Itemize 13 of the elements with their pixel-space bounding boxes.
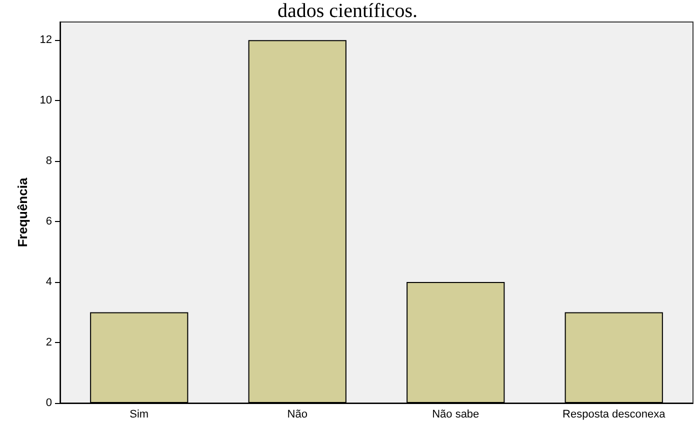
x-tick-label: Sim <box>130 408 149 420</box>
x-tick-label: Não <box>287 408 308 420</box>
y-tick-label: 0 <box>46 397 52 409</box>
y-tick-label: 2 <box>46 336 52 349</box>
x-tick-label: Não sabe <box>432 408 480 420</box>
y-tick-label: 8 <box>46 155 52 168</box>
x-tick-label: Resposta desconexa <box>562 408 666 420</box>
y-tick-label: 4 <box>46 276 52 288</box>
y-tick-label: 10 <box>40 94 52 107</box>
y-axis-title: Frequência <box>14 177 30 248</box>
y-tick-label: 6 <box>46 216 52 228</box>
y-tick-label: 12 <box>40 34 52 46</box>
chart-title: dados científicos. <box>278 0 418 22</box>
